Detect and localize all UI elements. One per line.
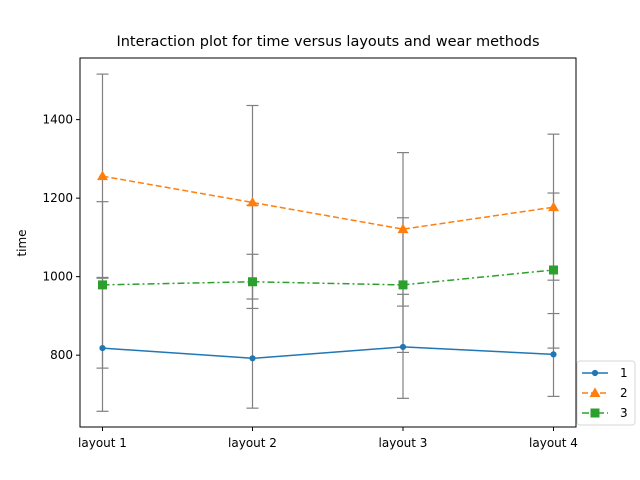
y-tick-label-1200: 1200: [42, 191, 73, 205]
series-line-1: [102, 346, 554, 360]
point-series-1-4: [550, 351, 557, 358]
y-tick-label-800: 800: [50, 348, 73, 362]
series-line-3: [102, 269, 554, 286]
series-line-2: [102, 175, 554, 230]
legend-label-3: 3: [620, 406, 628, 420]
x-tick-label-2: layout 2: [228, 436, 277, 450]
point-series-2-3: [397, 223, 409, 234]
x-tick-label-3: layout 3: [379, 436, 428, 450]
y-tick-label-1000: 1000: [42, 270, 73, 284]
point-series-3-1: [98, 280, 107, 290]
y-tick-label-1400: 1400: [42, 113, 73, 127]
legend-label-1: 1: [620, 366, 628, 380]
point-series-1-2: [249, 355, 256, 362]
point-series-3-2: [248, 277, 257, 287]
point-series-3-4: [549, 265, 558, 275]
legend-label-2: 2: [620, 386, 628, 400]
plot-frame: [79, 57, 577, 428]
legend-marker-2: [589, 387, 601, 397]
legend-marker-3: [590, 408, 600, 418]
point-series-2-1: [97, 170, 108, 181]
x-tick-label-4: layout 4: [529, 436, 578, 450]
point-series-3-3: [398, 280, 408, 290]
point-series-1-1: [99, 344, 106, 352]
chart-title: Interaction plot for time versus layouts…: [116, 34, 540, 50]
point-series-1-3: [399, 343, 407, 351]
point-series-2-2: [247, 196, 258, 207]
legend-marker-1: [591, 369, 599, 377]
point-series-2-4: [548, 201, 559, 212]
x-tick-label-1: layout 1: [78, 436, 127, 450]
